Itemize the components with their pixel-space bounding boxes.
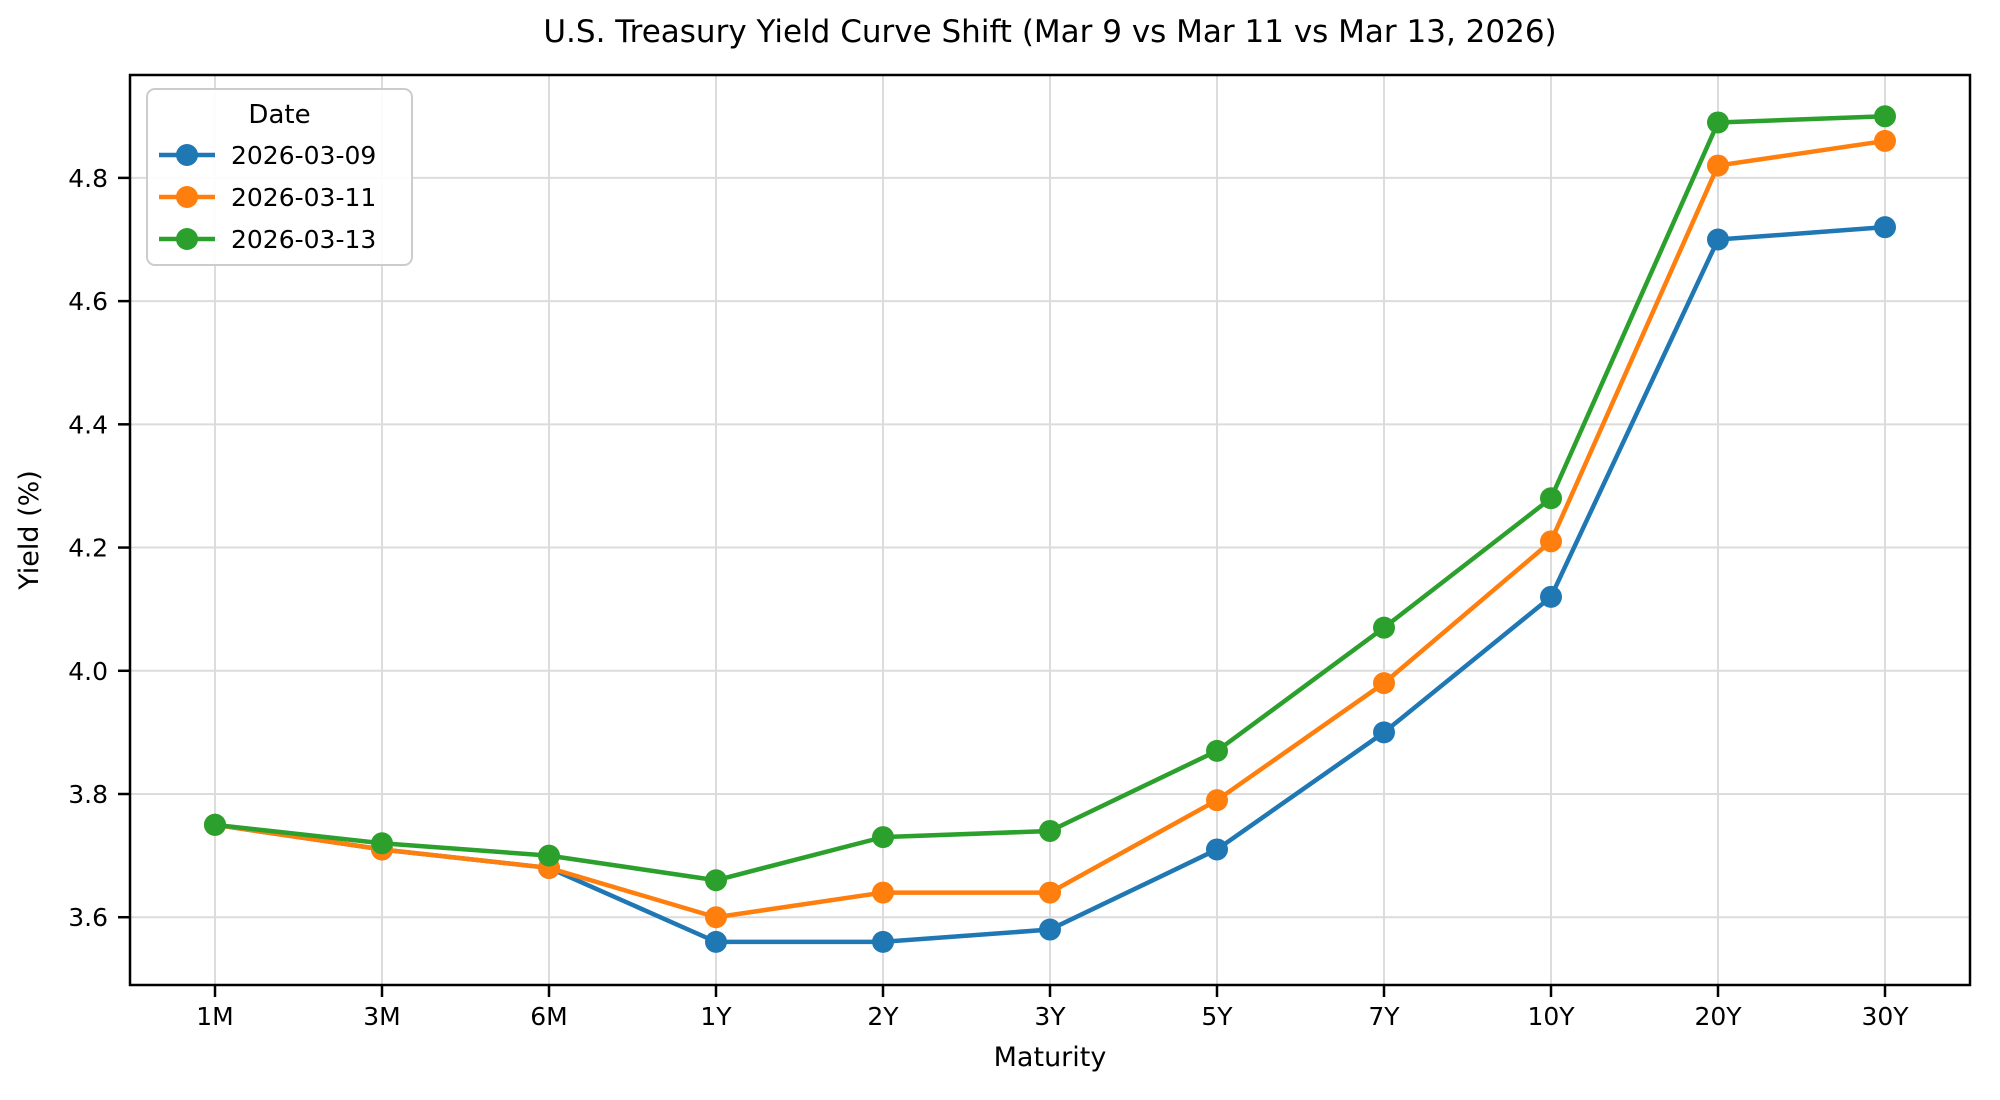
data-point-2026-03-13-3M bbox=[371, 832, 393, 855]
y-tick-label-3.6: 3.6 bbox=[68, 903, 108, 932]
y-tick-label-4.0: 4.0 bbox=[68, 657, 108, 686]
x-tick-label-5Y: 5Y bbox=[1201, 1002, 1233, 1031]
legend-label-2026-03-13: 2026-03-13 bbox=[231, 225, 376, 254]
data-point-2026-03-13-1M bbox=[204, 813, 226, 836]
data-point-2026-03-13-10Y bbox=[1540, 487, 1562, 510]
data-point-2026-03-11-2Y bbox=[872, 881, 894, 904]
legend: Date 2026-03-09 2026-03-11 2026-03-13 bbox=[146, 88, 413, 266]
legend-title: Date bbox=[248, 100, 310, 130]
x-tick-label-7Y: 7Y bbox=[1368, 1002, 1400, 1031]
x-axis-label: Maturity bbox=[994, 1042, 1107, 1073]
data-point-2026-03-11-10Y bbox=[1540, 530, 1562, 553]
data-point-2026-03-11-5Y bbox=[1206, 789, 1228, 812]
x-tick-label-3M: 3M bbox=[363, 1002, 400, 1031]
legend-entry-2026-03-11: 2026-03-11 bbox=[159, 183, 376, 212]
data-point-2026-03-13-30Y bbox=[1874, 105, 1896, 128]
legend-label-2026-03-11: 2026-03-11 bbox=[231, 183, 376, 212]
legend-swatch-marker-2026-03-09 bbox=[176, 144, 198, 166]
x-tick-label-3Y: 3Y bbox=[1034, 1002, 1066, 1031]
data-point-2026-03-11-7Y bbox=[1373, 672, 1395, 695]
data-point-2026-03-13-2Y bbox=[872, 826, 894, 849]
x-tick-label-1Y: 1Y bbox=[700, 1002, 732, 1031]
x-tick-label-10Y: 10Y bbox=[1527, 1002, 1575, 1031]
series-lines bbox=[204, 105, 1896, 953]
chart-title: U.S. Treasury Yield Curve Shift (Mar 9 v… bbox=[543, 14, 1556, 50]
data-point-2026-03-11-1Y bbox=[705, 906, 727, 929]
legend-entry-2026-03-13: 2026-03-13 bbox=[159, 225, 376, 254]
data-point-2026-03-09-1Y bbox=[705, 930, 727, 953]
data-point-2026-03-13-6M bbox=[538, 844, 560, 867]
data-point-2026-03-13-1Y bbox=[705, 869, 727, 892]
data-point-2026-03-09-7Y bbox=[1373, 721, 1395, 744]
data-point-2026-03-09-5Y bbox=[1206, 838, 1228, 861]
x-tick-label-6M: 6M bbox=[530, 1002, 567, 1031]
data-point-2026-03-09-30Y bbox=[1874, 216, 1896, 239]
data-point-2026-03-09-10Y bbox=[1540, 585, 1562, 608]
legend-swatch-marker-2026-03-13 bbox=[176, 228, 198, 250]
y-tick-label-4.8: 4.8 bbox=[68, 164, 108, 193]
data-point-2026-03-09-2Y bbox=[872, 930, 894, 953]
x-tick-label-2Y: 2Y bbox=[867, 1002, 899, 1031]
data-point-2026-03-13-20Y bbox=[1707, 111, 1729, 134]
data-point-2026-03-13-3Y bbox=[1039, 819, 1061, 842]
y-tick-label-4.6: 4.6 bbox=[68, 287, 108, 316]
y-tick-label-3.8: 3.8 bbox=[68, 780, 108, 809]
legend-swatch-marker-2026-03-11 bbox=[176, 186, 198, 208]
legend-box bbox=[146, 88, 413, 266]
x-tick-label-30Y: 30Y bbox=[1861, 1002, 1909, 1031]
axes: 1M 3M 6M 1Y 2Y 3Y 5Y 7Y 10Y 20Y 30Y 3.6 3.8 4.0 4.2 4.4… bbox=[68, 73, 1972, 1031]
legend-label-2026-03-09: 2026-03-09 bbox=[231, 141, 376, 170]
data-point-2026-03-11-30Y bbox=[1874, 129, 1896, 152]
y-tick-label-4.2: 4.2 bbox=[68, 534, 108, 563]
series-2026-03-13 bbox=[204, 105, 1896, 892]
y-axis-label: Yield (%) bbox=[14, 470, 45, 591]
data-point-2026-03-09-20Y bbox=[1707, 228, 1729, 251]
data-point-2026-03-13-5Y bbox=[1206, 739, 1228, 762]
x-tick-label-20Y: 20Y bbox=[1694, 1002, 1742, 1031]
x-tick-label-1M: 1M bbox=[196, 1002, 233, 1031]
y-tick-label-4.4: 4.4 bbox=[68, 410, 108, 439]
data-point-2026-03-11-3Y bbox=[1039, 881, 1061, 904]
data-point-2026-03-11-20Y bbox=[1707, 154, 1729, 177]
data-point-2026-03-13-7Y bbox=[1373, 616, 1395, 639]
legend-entry-2026-03-09: 2026-03-09 bbox=[159, 141, 376, 170]
data-point-2026-03-09-3Y bbox=[1039, 918, 1061, 941]
